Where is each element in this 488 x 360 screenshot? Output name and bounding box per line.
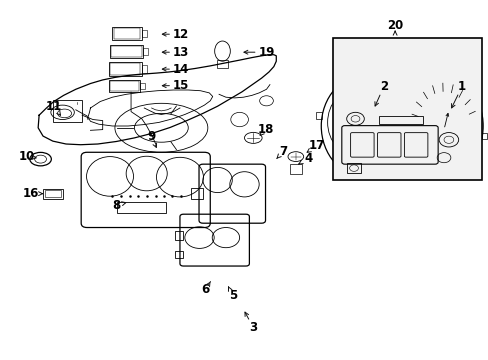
Bar xyxy=(110,81,139,91)
Bar xyxy=(140,83,145,89)
Bar xyxy=(111,46,142,57)
Bar xyxy=(43,189,62,199)
Bar xyxy=(142,30,146,37)
Bar xyxy=(217,60,227,68)
Bar xyxy=(378,116,422,124)
Text: 12: 12 xyxy=(172,28,189,41)
Text: 2: 2 xyxy=(379,80,387,93)
Text: 9: 9 xyxy=(147,130,155,143)
Bar xyxy=(53,100,82,122)
Text: 1: 1 xyxy=(457,80,465,93)
Bar xyxy=(117,202,166,213)
Text: 10: 10 xyxy=(19,150,35,163)
Bar xyxy=(108,80,140,92)
Text: 8: 8 xyxy=(112,199,120,212)
Bar xyxy=(289,164,301,174)
Bar xyxy=(346,163,360,173)
Bar xyxy=(45,190,61,197)
Text: 4: 4 xyxy=(304,152,311,165)
Bar xyxy=(114,28,140,39)
Text: 17: 17 xyxy=(308,139,325,152)
Bar xyxy=(190,188,203,199)
Text: 3: 3 xyxy=(249,321,257,334)
Text: 19: 19 xyxy=(258,46,274,59)
Bar xyxy=(174,251,183,258)
Text: 5: 5 xyxy=(228,289,236,302)
Bar xyxy=(174,231,183,240)
Bar xyxy=(110,45,143,58)
Text: 13: 13 xyxy=(172,46,189,59)
Text: 6: 6 xyxy=(201,283,209,296)
Bar xyxy=(112,27,142,40)
Bar xyxy=(316,112,322,119)
Bar xyxy=(481,133,486,139)
Text: 7: 7 xyxy=(279,145,287,158)
Text: 11: 11 xyxy=(45,100,62,113)
Text: 18: 18 xyxy=(257,123,273,136)
Bar xyxy=(332,38,481,180)
Text: 20: 20 xyxy=(386,19,403,32)
Text: 15: 15 xyxy=(172,79,189,92)
Text: 14: 14 xyxy=(172,63,189,76)
Bar xyxy=(108,62,142,76)
Bar xyxy=(110,63,140,75)
Bar xyxy=(143,48,148,55)
Bar xyxy=(400,111,405,117)
Text: 16: 16 xyxy=(22,187,39,200)
Bar xyxy=(412,134,418,140)
Bar xyxy=(142,65,146,73)
